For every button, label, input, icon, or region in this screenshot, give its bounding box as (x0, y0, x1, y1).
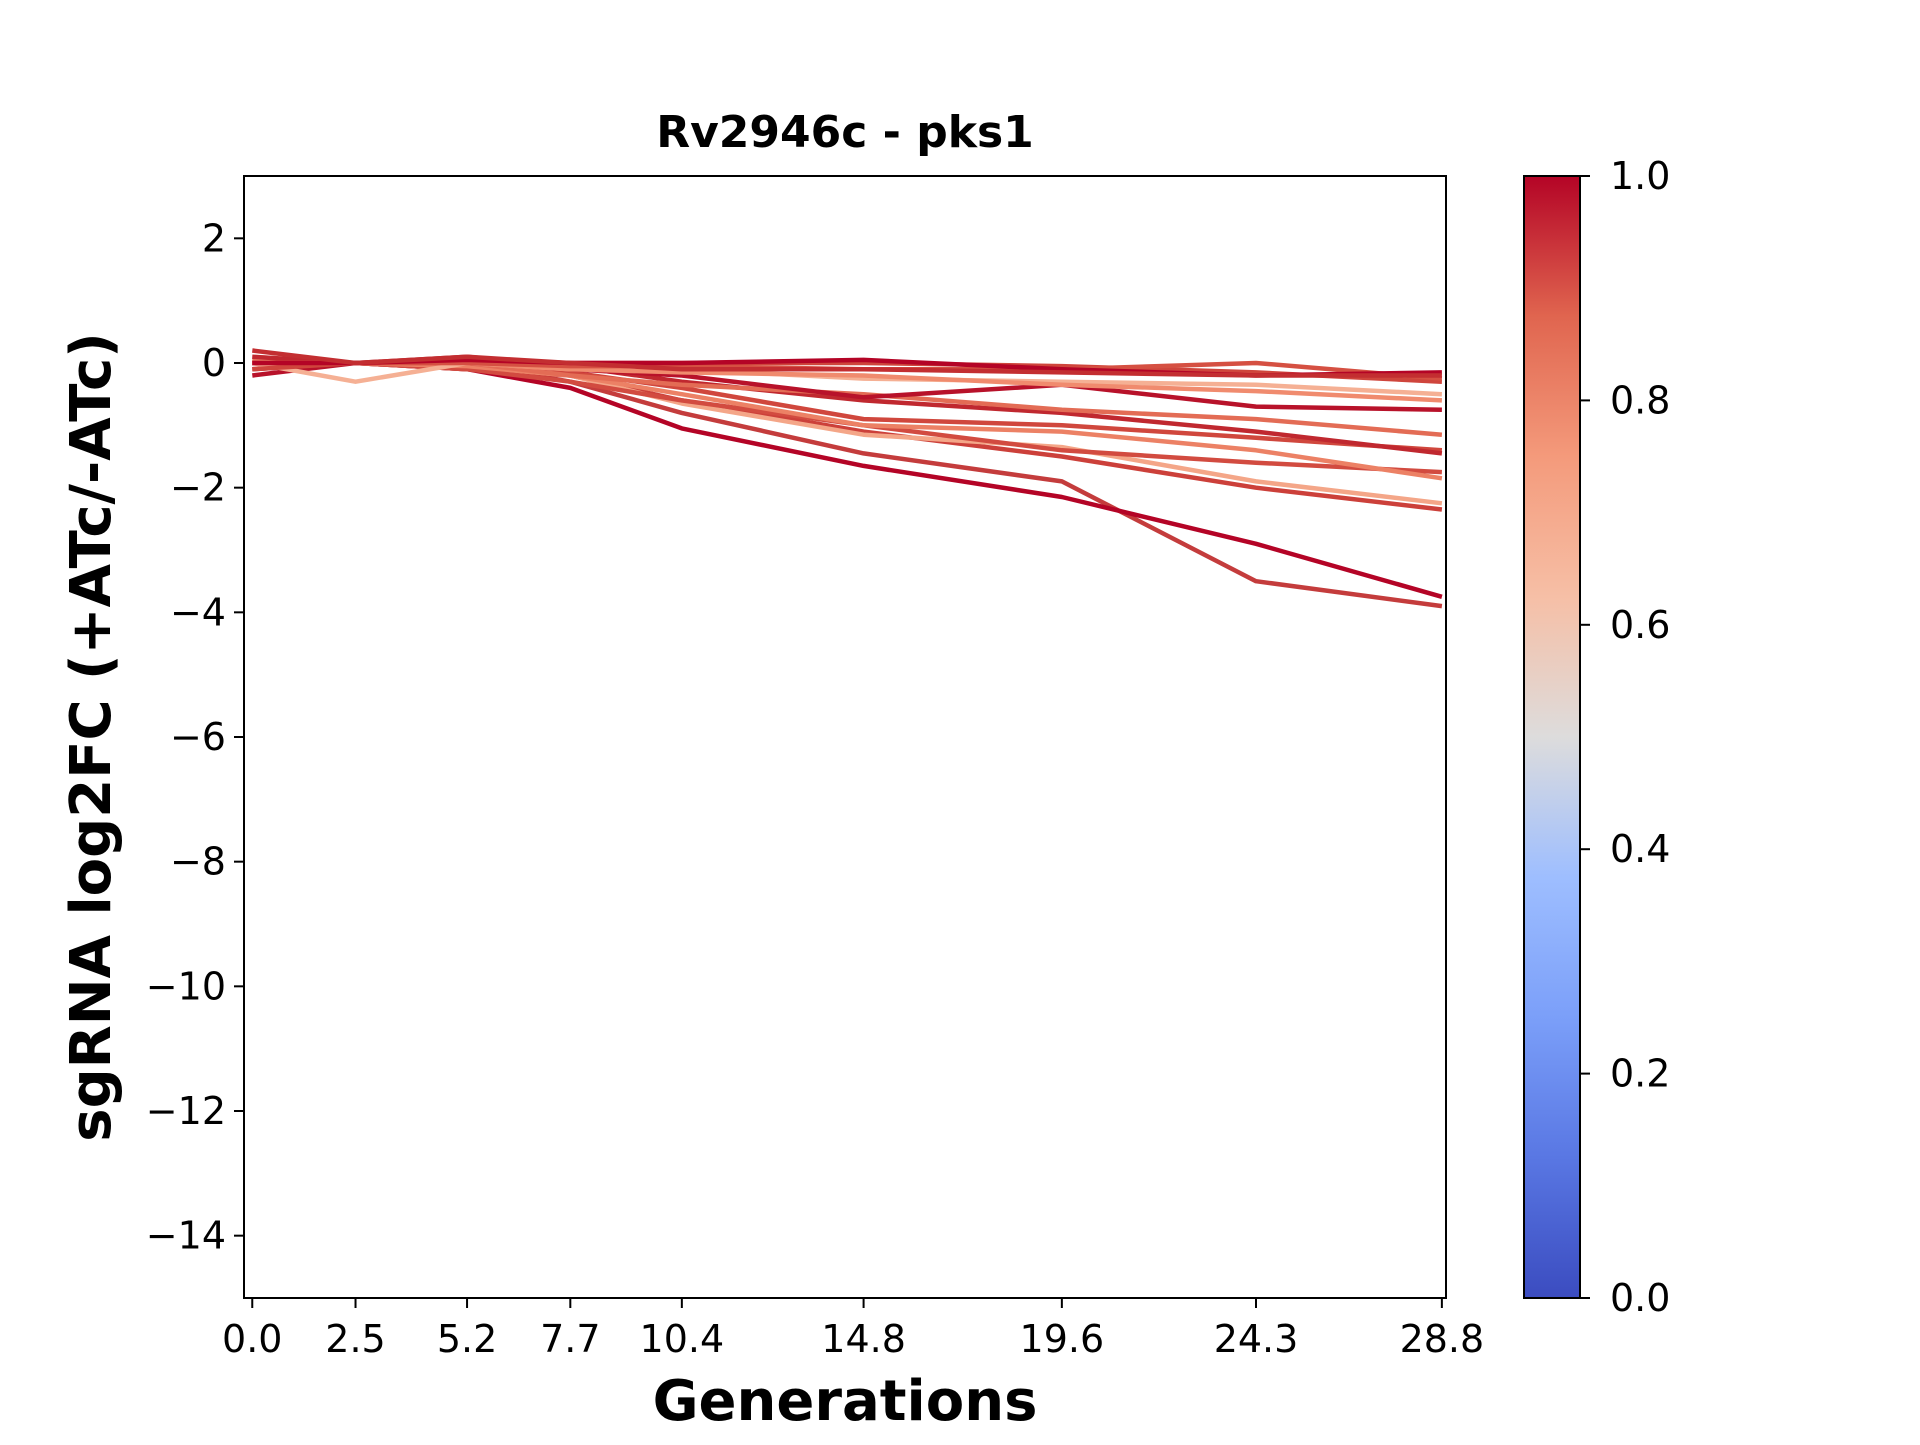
x-tick-label: 14.8 (821, 1317, 906, 1361)
x-tick-label: 2.5 (325, 1317, 385, 1361)
series-lines (251, 348, 1443, 609)
y-tick-label: −14 (146, 1214, 226, 1258)
colorbar-tick-label: 0.0 (1610, 1276, 1670, 1320)
y-tick-label: −4 (170, 590, 226, 634)
colorbar-ticks: 0.0 0.2 0.4 0.6 0.8 1.0 (1580, 154, 1670, 1320)
x-tick-label: 10.4 (640, 1317, 725, 1361)
x-axis-ticks: 0.0 2.5 5.2 7.7 10.4 14.8 19.6 24.3 28.8 (222, 1298, 1484, 1361)
x-tick-label: 7.7 (540, 1317, 600, 1361)
x-tick-label: 24.3 (1214, 1317, 1299, 1361)
x-tick-label: 5.2 (437, 1317, 497, 1361)
y-tick-label: −2 (170, 466, 226, 510)
series-line-16 (252, 348, 1442, 378)
y-tick-label: 0 (202, 341, 226, 385)
colorbar-tick-label: 0.4 (1610, 827, 1670, 871)
y-axis-label: sgRNA log2FC (+ATc/-ATc) (59, 332, 124, 1142)
y-tick-label: −6 (170, 715, 226, 759)
x-axis-label: Generations (653, 1369, 1038, 1434)
y-tick-label: −8 (170, 840, 226, 884)
y-tick-label: −10 (146, 964, 226, 1008)
colorbar-tick-label: 1.0 (1610, 154, 1670, 198)
y-axis-ticks: 2 0 −2 −4 −6 −8 −10 −12 −14 (146, 216, 244, 1258)
y-tick-label: 2 (202, 216, 226, 260)
y-tick-label: −12 (146, 1089, 226, 1133)
plot-area-frame (243, 175, 1447, 1299)
x-tick-label: 19.6 (1020, 1317, 1105, 1361)
x-tick-label: 28.8 (1400, 1317, 1485, 1361)
colorbar-tick-label: 0.2 (1610, 1052, 1670, 1096)
x-tick-label: 0.0 (222, 1317, 282, 1361)
colorbar-tick-label: 0.6 (1610, 603, 1670, 647)
colorbar (1523, 175, 1581, 1299)
chart-title: Rv2946c - pks1 (656, 107, 1034, 158)
colorbar-tick-label: 0.8 (1610, 378, 1670, 422)
